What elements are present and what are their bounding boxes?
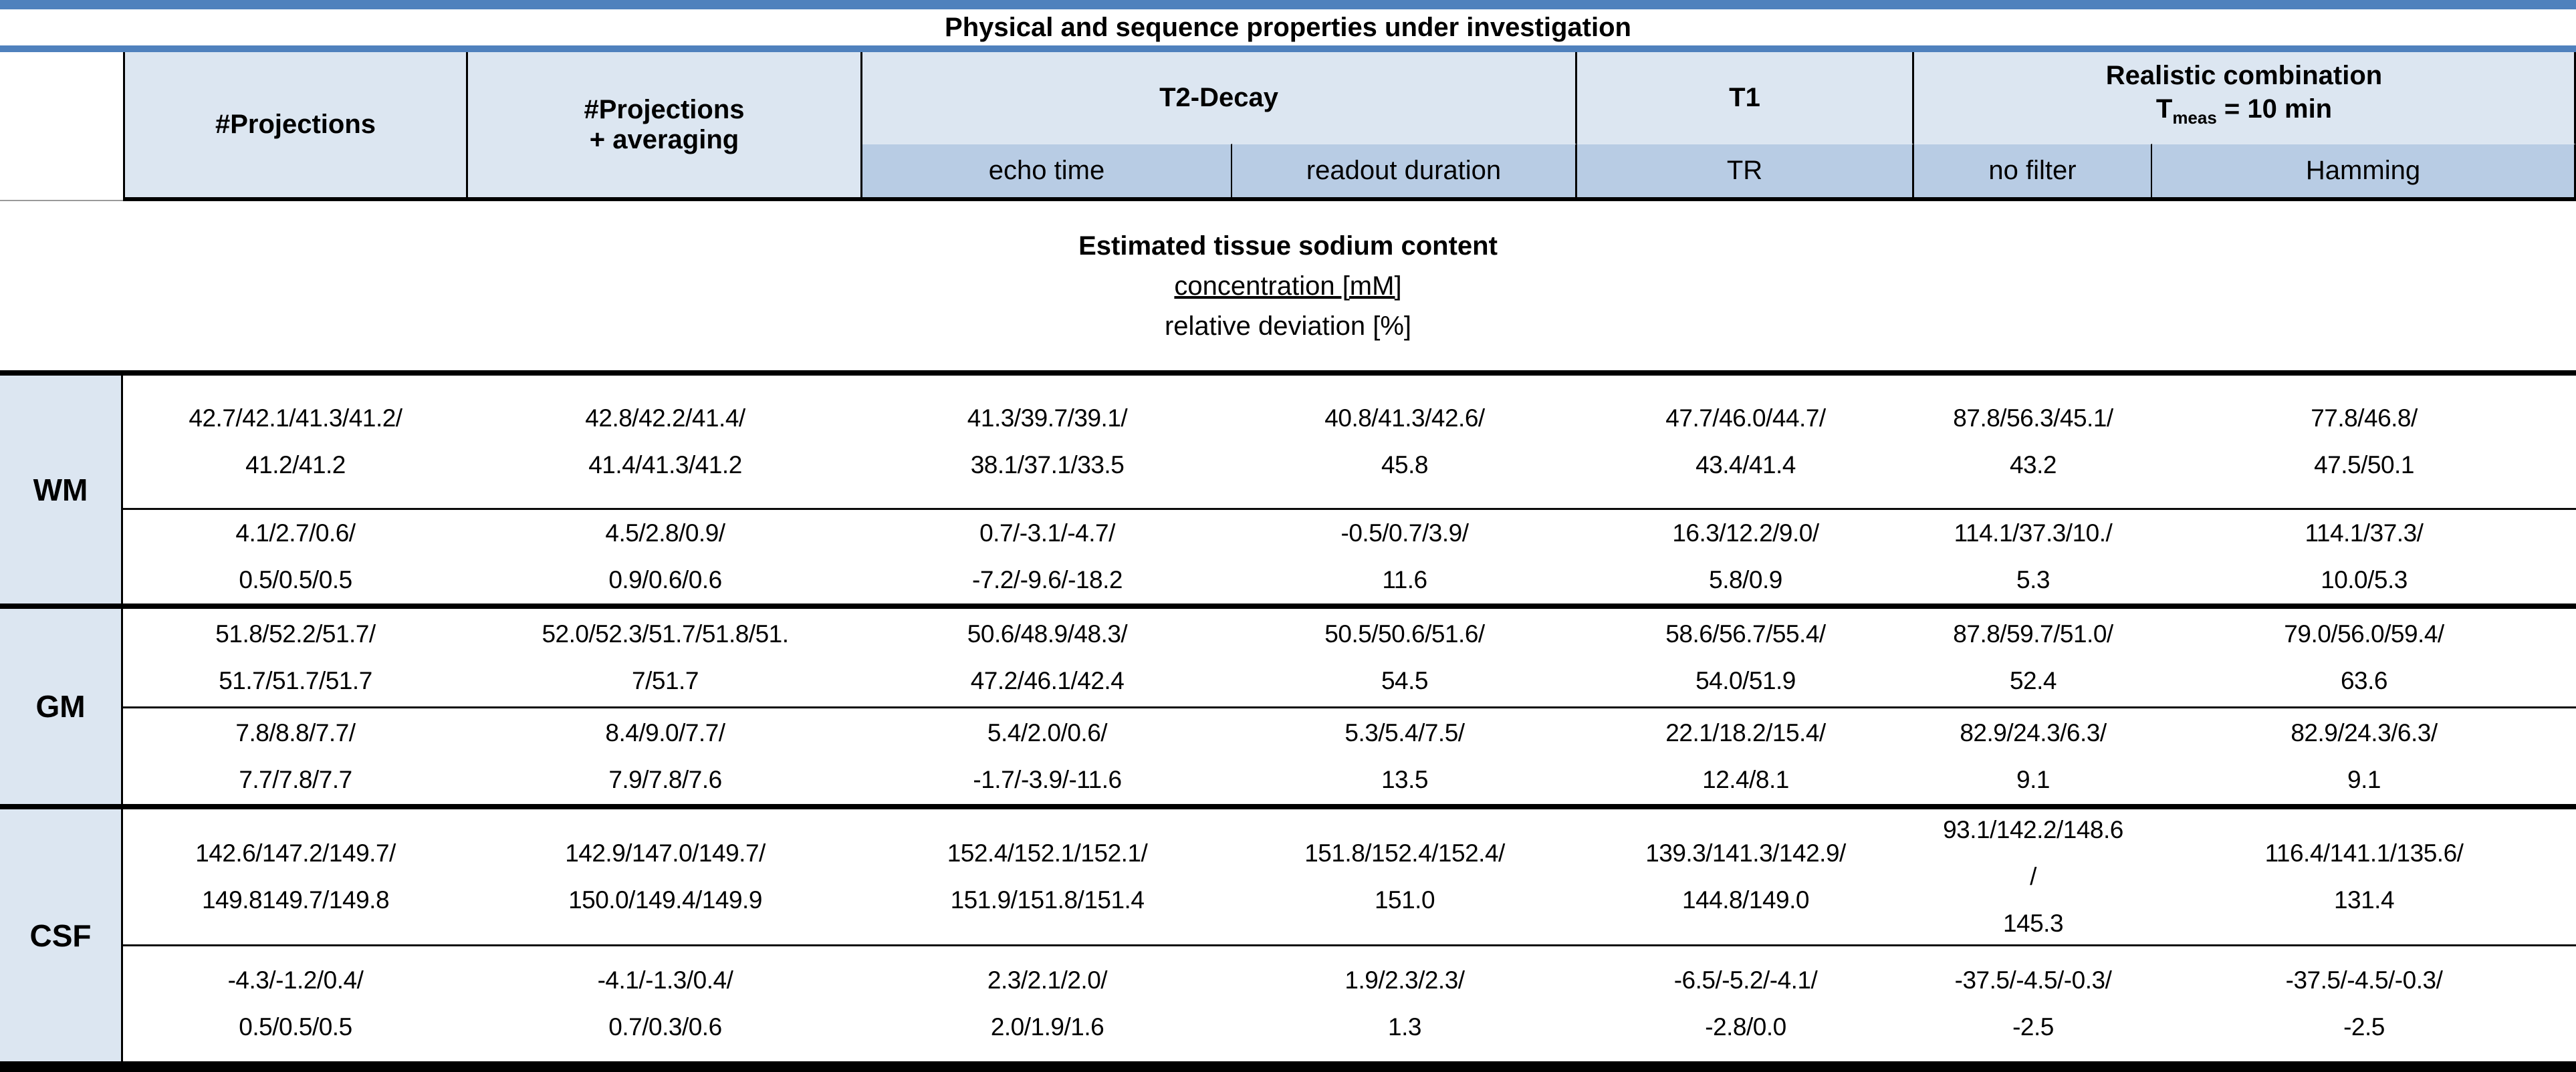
subheader-tr: TR [1577,144,1914,197]
csf-row-divider [123,944,2576,946]
wm-dev-echo-time: 0.7/-3.1/-4.7/ -7.2/-9.6/-18.2 [862,510,1232,604]
wm-dev-projections-averaging: 4.5/2.8/0.9/ 0.9/0.6/0.6 [468,510,862,604]
csf-dev-no-filter: -37.5/-4.5/-0.3/ -2.5 [1914,946,2152,1061]
caption-deviation-units: relative deviation [%] [1164,311,1412,341]
wm-conc-projections-averaging: 42.8/42.2/41.4/ 41.4/41.3/41.2 [468,376,862,508]
top-accent-bar [0,0,2576,9]
table-title: Physical and sequence properties under i… [0,9,2576,45]
wm-conc-echo-time: 41.3/39.7/39.1/ 38.1/37.1/33.5 [862,376,1232,508]
csf-conc-hamming: 116.4/141.1/135.6/ 131.4 [2152,809,2576,944]
body-top-rule [0,370,2576,376]
wm-dev-readout-duration: -0.5/0.7/3.9/ 11.6 [1232,510,1577,604]
gm-conc-projections: 51.8/52.2/51.7/ 51.7/51.7/51.7 [123,609,468,706]
table-bottom-rule [0,1061,2576,1072]
gm-conc-projections-averaging: 52.0/52.3/51.7/51.8/51. 7/51.7 [468,609,862,706]
csf-conc-projections: 142.6/147.2/149.7/ 149.8149.7/149.8 [123,809,468,944]
gm-conc-tr: 58.6/56.7/55.4/ 54.0/51.9 [1577,609,1914,706]
header-projections: #Projections [123,52,468,197]
gm-conc-readout-duration: 50.5/50.6/51.6/ 54.5 [1232,609,1577,706]
realistic-combination-label: Realistic combination [2105,60,2383,90]
caption-title: Estimated tissue sodium content [1078,231,1498,261]
gm-conc-hamming: 79.0/56.0/59.4/ 63.6 [2152,609,2576,706]
gm-csf-separator [0,804,2576,809]
wm-conc-hamming: 77.8/46.8/ 47.5/50.1 [2152,376,2576,508]
wm-dev-projections: 4.1/2.7/0.6/ 0.5/0.5/0.5 [123,510,468,604]
tissue-group-gm: GM 51.8/52.2/51.7/ 51.7/51.7/51.7 52.0/5… [0,609,2576,804]
subheader-echo-time: echo time [862,144,1232,197]
table-header: #Projections #Projections + averaging T2… [0,52,2576,197]
row-label-gm: GM [0,609,123,804]
csf-dev-hamming: -37.5/-4.5/-0.3/ -2.5 [2152,946,2576,1061]
row-label-wm: WM [0,376,123,604]
csf-dev-tr: -6.5/-5.2/-4.1/ -2.8/0.0 [1577,946,1914,1061]
wm-conc-readout-duration: 40.8/41.3/42.6/ 45.8 [1232,376,1577,508]
wm-dev-hamming: 114.1/37.3/ 10.0/5.3 [2152,510,2576,604]
subheader-no-filter: no filter [1914,144,2152,197]
wm-dev-tr: 16.3/12.2/9.0/ 5.8/0.9 [1577,510,1914,604]
header-group-t1: T1 [1577,52,1914,144]
wm-conc-projections: 42.7/42.1/41.3/41.2/ 41.2/41.2 [123,376,468,508]
gm-dev-tr: 22.1/18.2/15.4/ 12.4/8.1 [1577,708,1914,804]
tissue-group-wm: WM 42.7/42.1/41.3/41.2/ 41.2/41.2 42.8/4… [0,376,2576,604]
wm-dev-no-filter: 114.1/37.3/10./ 5.3 [1914,510,2152,604]
gm-dev-echo-time: 5.4/2.0/0.6/ -1.7/-3.9/-11.6 [862,708,1232,804]
subheader-readout-duration: readout duration [1232,144,1577,197]
header-group-t2-decay: T2-Decay [862,52,1577,144]
csf-conc-readout-duration: 151.8/152.4/152.4/ 151.0 [1232,809,1577,944]
header-group-realistic-combination: Realistic combination Tmeas = 10 min [1914,52,2576,144]
wm-row-divider [123,508,2576,510]
csf-dev-projections-averaging: -4.1/-1.3/0.4/ 0.7/0.3/0.6 [468,946,862,1061]
wm-conc-no-filter: 87.8/56.3/45.1/ 43.2 [1914,376,2152,508]
caption-concentration-units: concentration [mM] [1174,271,1402,301]
subheader-hamming: Hamming [2152,144,2576,197]
gm-conc-echo-time: 50.6/48.9/48.3/ 47.2/46.1/42.4 [862,609,1232,706]
csf-conc-no-filter: 93.1/142.2/148.6 / 145.3 [1914,809,2152,944]
csf-dev-echo-time: 2.3/2.1/2.0/ 2.0/1.9/1.6 [862,946,1232,1061]
csf-dev-readout-duration: 1.9/2.3/2.3/ 1.3 [1232,946,1577,1061]
tmeas-label: Tmeas = 10 min [2155,94,2333,128]
gm-dev-projections-averaging: 8.4/9.0/7.7/ 7.9/7.8/7.6 [468,708,862,804]
wm-gm-separator [0,604,2576,609]
header-corner-empty [0,52,123,197]
csf-conc-echo-time: 152.4/152.1/152.1/ 151.9/151.8/151.4 [862,809,1232,944]
gm-conc-no-filter: 87.8/59.7/51.0/ 52.4 [1914,609,2152,706]
csf-conc-projections-averaging: 142.9/147.0/149.7/ 150.0/149.4/149.9 [468,809,862,944]
gm-dev-readout-duration: 5.3/5.4/7.5/ 13.5 [1232,708,1577,804]
tissue-group-csf: CSF 142.6/147.2/149.7/ 149.8149.7/149.8 … [0,809,2576,1061]
csf-conc-tr: 139.3/141.3/142.9/ 144.8/149.0 [1577,809,1914,944]
gm-dev-no-filter: 82.9/24.3/6.3/ 9.1 [1914,708,2152,804]
header-bottom-rule [0,197,2576,201]
csf-dev-projections: -4.3/-1.2/0.4/ 0.5/0.5/0.5 [123,946,468,1061]
header-projections-averaging: #Projections + averaging [468,52,862,197]
gm-row-divider [123,706,2576,708]
title-accent-bar [0,45,2576,52]
row-label-csf: CSF [0,809,123,1061]
gm-dev-hamming: 82.9/24.3/6.3/ 9.1 [2152,708,2576,804]
wm-conc-tr: 47.7/46.0/44.7/ 43.4/41.4 [1577,376,1914,508]
caption-block: Estimated tissue sodium content concentr… [0,201,2576,370]
gm-dev-projections: 7.8/8.8/7.7/ 7.7/7.8/7.7 [123,708,468,804]
